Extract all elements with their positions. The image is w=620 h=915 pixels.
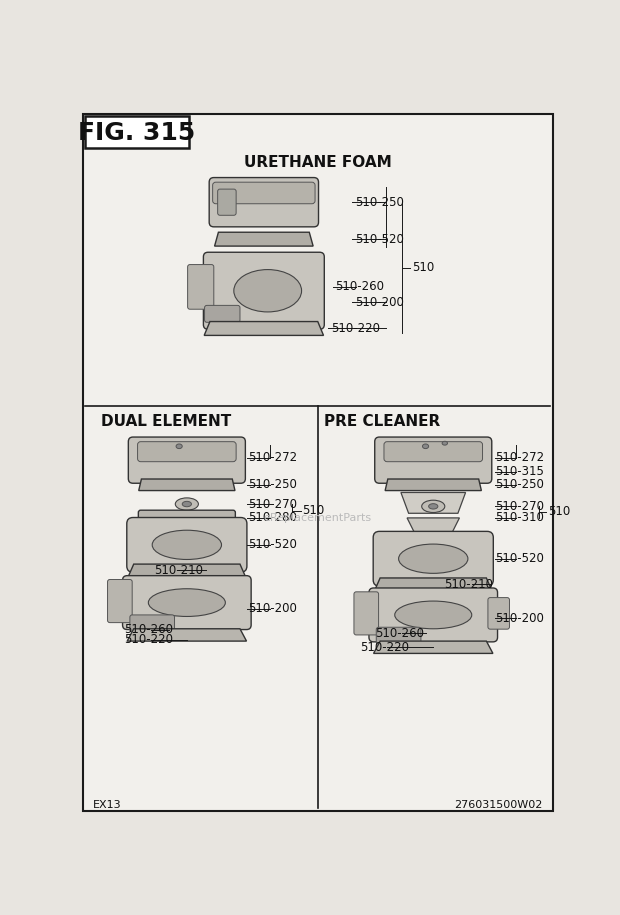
Ellipse shape bbox=[422, 444, 428, 448]
Text: EX13: EX13 bbox=[93, 800, 122, 810]
Text: 510-520: 510-520 bbox=[355, 232, 404, 245]
Polygon shape bbox=[128, 565, 246, 576]
Ellipse shape bbox=[442, 441, 448, 445]
FancyBboxPatch shape bbox=[376, 628, 421, 644]
Text: 510-310: 510-310 bbox=[495, 511, 544, 524]
Text: PRE CLEANER: PRE CLEANER bbox=[324, 414, 440, 429]
Polygon shape bbox=[401, 492, 466, 513]
Ellipse shape bbox=[422, 501, 445, 512]
Text: 510: 510 bbox=[303, 504, 325, 518]
Text: 510-270: 510-270 bbox=[249, 498, 298, 511]
Text: 510-220: 510-220 bbox=[360, 640, 409, 653]
Text: eReplacementParts: eReplacementParts bbox=[264, 513, 372, 522]
FancyBboxPatch shape bbox=[213, 182, 315, 204]
Polygon shape bbox=[407, 518, 459, 533]
Ellipse shape bbox=[395, 601, 472, 629]
Text: 510-260: 510-260 bbox=[376, 627, 425, 640]
Ellipse shape bbox=[399, 544, 468, 574]
Ellipse shape bbox=[182, 501, 192, 507]
Text: 510-520: 510-520 bbox=[249, 538, 298, 552]
FancyBboxPatch shape bbox=[354, 592, 379, 635]
FancyBboxPatch shape bbox=[218, 189, 236, 215]
FancyBboxPatch shape bbox=[123, 576, 251, 630]
Text: 510-200: 510-200 bbox=[249, 602, 298, 615]
FancyBboxPatch shape bbox=[488, 597, 510, 630]
Text: 510-260: 510-260 bbox=[335, 280, 384, 294]
FancyBboxPatch shape bbox=[126, 518, 247, 572]
Text: 510-200: 510-200 bbox=[355, 296, 404, 308]
Text: 510-280: 510-280 bbox=[249, 511, 298, 524]
Ellipse shape bbox=[175, 498, 198, 511]
Text: 510-272: 510-272 bbox=[249, 451, 298, 464]
Polygon shape bbox=[127, 629, 247, 641]
Polygon shape bbox=[374, 578, 492, 590]
FancyBboxPatch shape bbox=[374, 437, 492, 483]
FancyBboxPatch shape bbox=[373, 532, 494, 586]
FancyBboxPatch shape bbox=[369, 588, 497, 641]
FancyBboxPatch shape bbox=[205, 306, 240, 322]
Text: 510-270: 510-270 bbox=[495, 500, 544, 512]
FancyBboxPatch shape bbox=[203, 253, 324, 329]
Text: URETHANE FOAM: URETHANE FOAM bbox=[244, 155, 392, 169]
Ellipse shape bbox=[152, 530, 221, 559]
Polygon shape bbox=[374, 641, 493, 653]
Ellipse shape bbox=[234, 270, 301, 312]
FancyBboxPatch shape bbox=[107, 579, 132, 622]
Text: 510-520: 510-520 bbox=[495, 553, 544, 565]
Polygon shape bbox=[385, 479, 481, 490]
Text: 276031500W02: 276031500W02 bbox=[454, 800, 542, 810]
Text: 510: 510 bbox=[412, 261, 435, 274]
Polygon shape bbox=[215, 232, 313, 246]
Text: 510-315: 510-315 bbox=[495, 465, 544, 479]
FancyBboxPatch shape bbox=[130, 615, 175, 632]
Text: 510-220: 510-220 bbox=[124, 633, 173, 646]
Text: 510-260: 510-260 bbox=[124, 623, 173, 636]
Text: 510-250: 510-250 bbox=[249, 479, 298, 491]
Polygon shape bbox=[204, 321, 324, 336]
Text: 510: 510 bbox=[548, 505, 570, 518]
FancyBboxPatch shape bbox=[209, 178, 319, 227]
Text: 510-210: 510-210 bbox=[154, 564, 203, 576]
Text: 510-220: 510-220 bbox=[332, 322, 381, 335]
Text: 510-200: 510-200 bbox=[495, 611, 544, 625]
Text: 510-250: 510-250 bbox=[355, 196, 404, 209]
Ellipse shape bbox=[428, 503, 438, 509]
Ellipse shape bbox=[148, 588, 225, 617]
FancyBboxPatch shape bbox=[138, 442, 236, 462]
FancyBboxPatch shape bbox=[384, 442, 482, 462]
Text: 510-210: 510-210 bbox=[444, 577, 493, 590]
Bar bbox=[85, 116, 189, 148]
Text: 510-272: 510-272 bbox=[495, 451, 545, 464]
Text: 510-250: 510-250 bbox=[495, 479, 544, 491]
Text: FIG. 315: FIG. 315 bbox=[78, 121, 195, 145]
FancyBboxPatch shape bbox=[188, 264, 214, 309]
FancyBboxPatch shape bbox=[138, 511, 236, 525]
Polygon shape bbox=[139, 479, 235, 490]
Ellipse shape bbox=[176, 444, 182, 448]
FancyBboxPatch shape bbox=[128, 437, 246, 483]
Text: DUAL ELEMENT: DUAL ELEMENT bbox=[100, 414, 231, 429]
